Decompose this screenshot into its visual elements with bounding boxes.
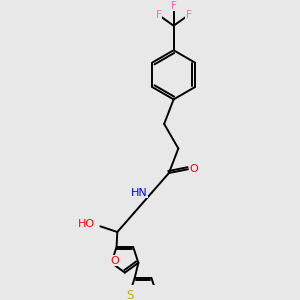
Text: F: F	[171, 1, 177, 11]
Text: HN: HN	[131, 188, 148, 198]
Text: O: O	[111, 256, 120, 266]
Text: HO: HO	[77, 219, 94, 230]
Text: S: S	[126, 289, 133, 300]
Text: O: O	[189, 164, 198, 174]
Text: F: F	[186, 10, 192, 20]
Text: F: F	[156, 10, 161, 20]
